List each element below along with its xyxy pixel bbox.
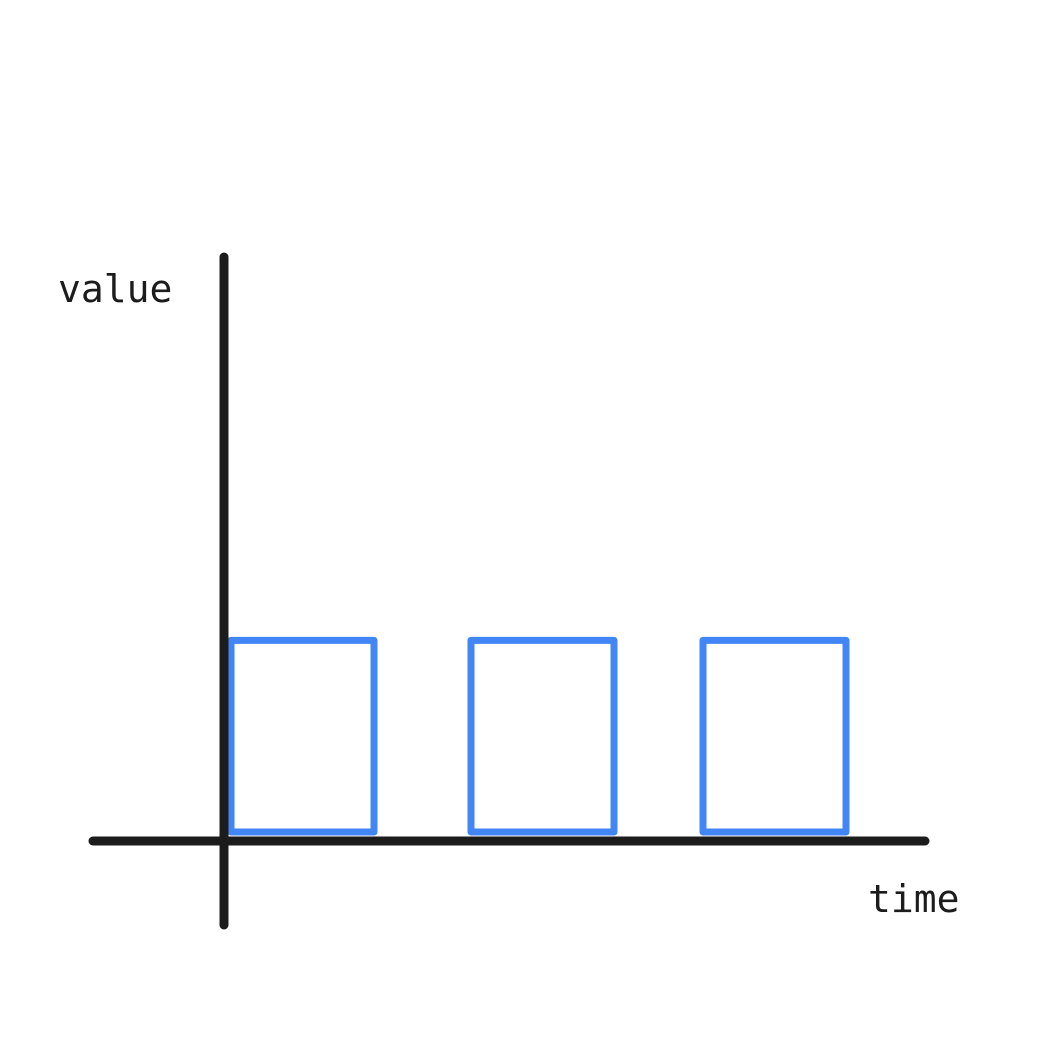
bars-group (227, 636, 850, 836)
x-axis-label: time (868, 877, 960, 921)
y-axis-label: value (58, 267, 172, 311)
bar-1 (227, 636, 378, 836)
bar-3 (699, 636, 850, 836)
bar-2 (467, 636, 618, 836)
